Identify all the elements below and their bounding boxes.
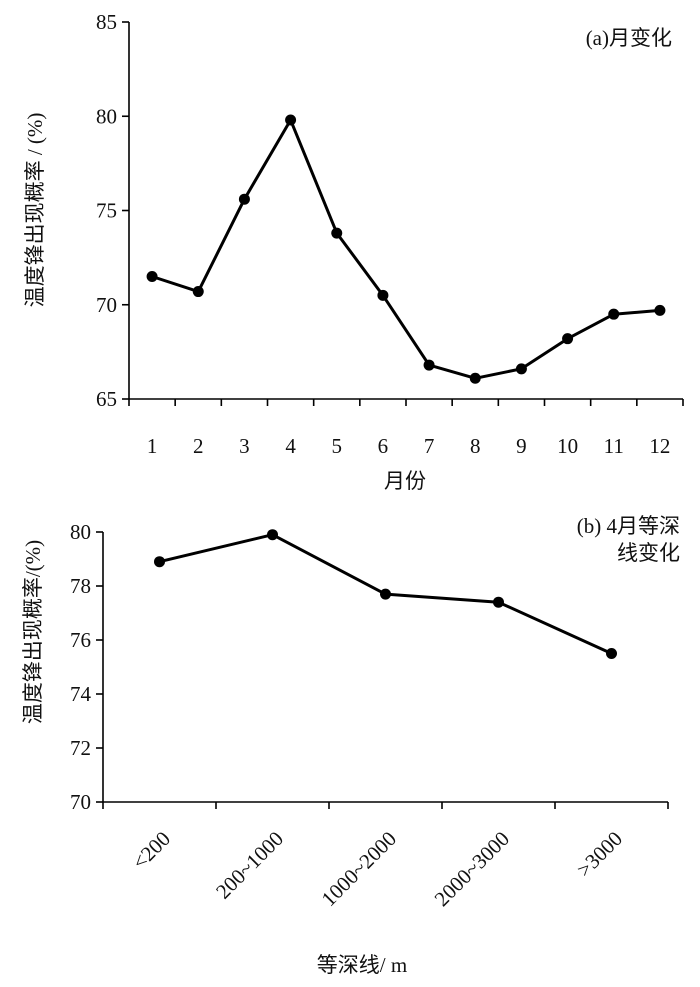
chart-a-x-tick-label: 8 — [470, 434, 481, 458]
chart-b-y-tick-label: 70 — [70, 790, 91, 814]
chart-b-x-tick-label: 1000~2000 — [317, 827, 401, 911]
chart-a-y-tick-label: 75 — [96, 199, 117, 223]
chart-a-data-point — [608, 308, 620, 320]
chart-a-x-tick-label: 7 — [424, 434, 435, 458]
chart-a-data-point — [377, 289, 389, 301]
chart-a-data-point — [654, 304, 666, 316]
chart-b-data-point — [380, 588, 391, 600]
chart-a-data-point — [562, 333, 574, 345]
chart-a-x-tick-label: 3 — [239, 434, 250, 458]
chart-a-data-point — [192, 286, 204, 298]
chart-a-x-tick-label: 5 — [332, 434, 343, 458]
chart-b-x-tick-label: 200~1000 — [211, 827, 288, 904]
chart-a-x-tick-label: 4 — [285, 434, 296, 458]
chart-b-x-tick-label: >3000 — [572, 827, 627, 882]
chart-b-annotation-line1: (b) 4月等深 — [577, 514, 680, 538]
chart-a-x-tick-label: 9 — [516, 434, 527, 458]
chart-b: 70 72 74 76 78 80 <200 200~1000 1000~2000 2000~3… — [21, 514, 680, 977]
chart-a-y-axis-title: 温度锋出现概率 / (%) — [23, 113, 47, 308]
chart-a-x-tick-label: 10 — [557, 434, 578, 458]
chart-a-x-tick-label: 6 — [378, 434, 389, 458]
chart-a-data-point — [469, 372, 481, 384]
chart-b-data-point — [154, 556, 165, 568]
chart-b-data-point — [606, 648, 617, 659]
chart-b-data-point — [267, 529, 278, 541]
chart-b-y-axis-title: 温度锋出现概率/(%) — [21, 540, 45, 724]
chart-a-data-point — [423, 359, 435, 371]
chart-b-x-tick-label: <200 — [127, 827, 175, 875]
chart-a-data-point — [331, 227, 343, 239]
chart-a-series-line — [151, 118, 661, 380]
chart-a-annotation: (a)月变化 — [586, 26, 672, 50]
chart-a-y-tick-label: 65 — [96, 387, 117, 411]
chart-a-data-point — [285, 114, 297, 126]
chart-b-data-point — [493, 596, 504, 608]
chart-a-y-tick-label: 80 — [96, 104, 117, 128]
chart-b-annotation-line2: 线变化 — [617, 541, 680, 565]
chart-a-x-axis-title: 月份 — [384, 469, 426, 493]
chart-b-x-axis-title: 等深线/ m — [317, 953, 407, 977]
chart-a-x-tick-label: 12 — [649, 434, 670, 458]
chart-b-y-tick-label: 80 — [70, 520, 91, 544]
chart-b-y-tick-label: 76 — [70, 628, 91, 652]
chart-b-y-tick-label: 74 — [70, 682, 92, 706]
chart-b-x-tick-label: 2000~3000 — [430, 827, 514, 911]
chart-a-x-tick-label: 2 — [193, 434, 204, 458]
chart-a-y-tick-label: 85 — [96, 10, 117, 34]
chart-a-data-point — [238, 193, 250, 205]
chart-b-y-tick-label: 78 — [70, 574, 91, 598]
chart-a-data-point — [515, 363, 527, 375]
chart-a-x-tick-label: 11 — [604, 434, 624, 458]
chart-a-x-tick-label: 1 — [147, 434, 158, 458]
chart-a-data-point — [146, 270, 158, 282]
chart-b-y-tick-label: 72 — [70, 736, 91, 760]
chart-a-y-tick-label: 70 — [96, 293, 117, 317]
